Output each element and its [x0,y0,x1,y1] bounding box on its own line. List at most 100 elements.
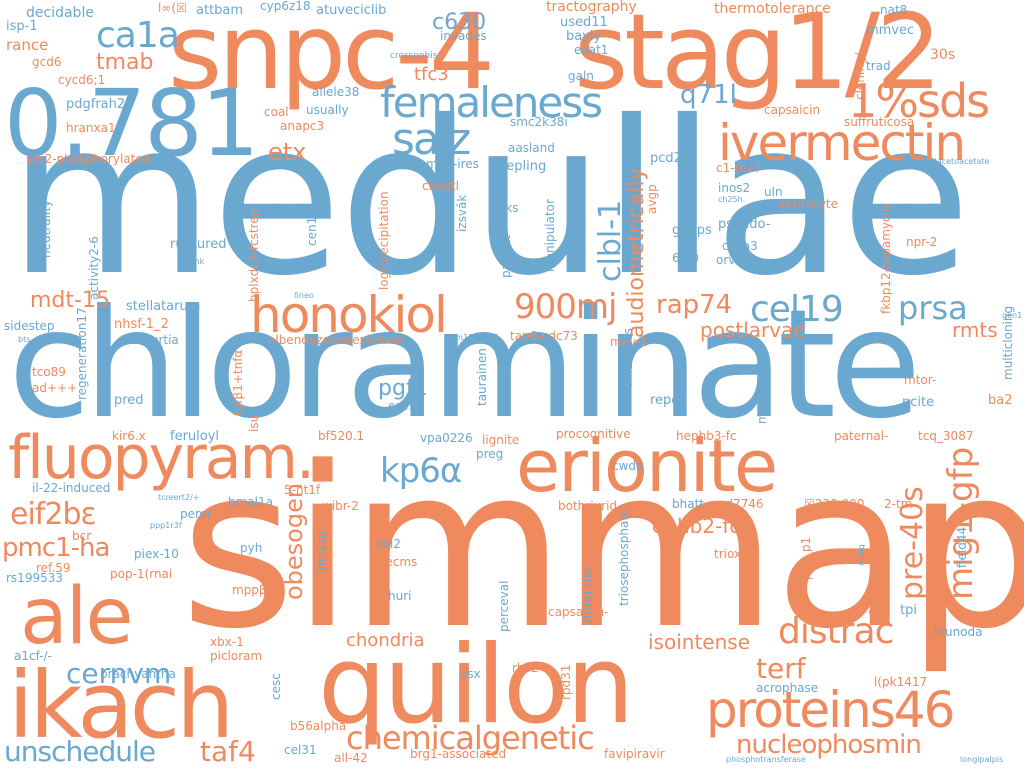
word-tap6-cdc73: tap6-cdc73 [510,329,578,343]
word-obesogen: obesogen [280,482,308,600]
word-rpd31: rpd31 [559,664,573,700]
word-proteins46: proteins46 [706,681,955,739]
word-allele38: allele38 [312,85,360,99]
word-ikach: ikach [8,652,234,759]
word-stag1-2: stag1/2 [574,0,942,113]
word-picloram: picloram [210,649,263,663]
word-fkbp12-rapamycin: fkbp12-rapamycin [879,204,893,314]
word-piex-10: piex-10 [134,547,179,561]
word-6-00: 6:00 [672,251,699,265]
word-ca1a: ca1a [96,15,180,56]
word-unschedule: unschedule [4,735,156,768]
word-bts: bts [18,335,31,344]
word-rance: rance [6,36,49,54]
word-mev-1: mev-1 [610,335,648,349]
word-npr-2: npr-2 [906,235,938,249]
word-used11: used11 [560,15,608,30]
word-chloraminate: chloraminate [8,278,921,452]
word-c1-m27: c1-m27 [716,161,762,175]
word-orvt: orvt [716,253,741,267]
word-ser2-phosphorylated: ser2-phosphorylated [26,152,151,166]
word-clbl-1: clbl-1 [593,199,628,282]
word-cyp6z18: cyp6z18 [260,0,311,13]
word-acrophase: acrophase [756,681,819,695]
word-coal: coal [264,105,289,119]
word-sidestep: sidestep [4,319,55,333]
word-inos2: inos2 [718,181,751,195]
word-ale: ale [20,572,133,662]
word-prsa: prsa [898,289,968,327]
word-pseudo: pseudo- [718,217,771,232]
word-900mj: 900mj [514,287,617,327]
word-cycd6-1: cycd6;1 [58,73,106,87]
word-triosephosphate: triosephosphate [617,508,631,606]
word-gsm1000563: gsm1000563 [446,333,499,342]
word-dn-4g1: δn-4g1 [867,573,881,616]
word-col2: col2 [376,537,401,551]
word-tractography: tractography [546,0,637,15]
word-regeneration17: regeneration17 [75,307,89,400]
word-tcreert2: tcreert2/+ [158,493,200,502]
word-favipiravir: favipiravir [604,747,665,761]
word-aks: aks [498,201,519,215]
word-pemr: pemr [180,507,212,521]
word-pop-1-rnai: pop-1(rnai [110,567,173,581]
word-chemicalgenetic: chemicalgenetic [346,719,595,757]
word-stellatarum: stellatarum [126,299,201,314]
word-tsunoda: tsunoda [934,625,983,639]
word-bf520-1: bf520.1 [318,429,365,443]
word-decidable: decidable [26,5,94,21]
word-isointense: isointense [648,630,750,654]
word-pdgfrah2b: pdgfrah2b [66,97,134,112]
word-perceval: perceval [497,580,511,632]
word-erionite: erionite [516,424,778,508]
word-kir6x: kir6.x [112,429,146,443]
word-smc2k38i: smc2k38i [510,115,568,129]
word-medullae: medullae [8,75,971,322]
word-ba2: ba2 [988,393,1013,408]
word-gh2ps: gh2ps [672,223,712,238]
word-tpi: tpi [900,603,917,618]
word-all-42: all-42 [334,751,368,765]
word-postlarvae: postlarvae [700,318,806,342]
word-230000: ☒230,000 [804,497,865,511]
word-esims: esims [388,399,423,413]
word-vpa0226: vpa0226 [420,431,473,445]
word-attbam: attbam [196,3,244,18]
word-honokiol: honokiol [250,286,448,344]
word-isu: isu [247,414,261,432]
word-2-tm: 2-tm [884,497,913,511]
word-aasland: aasland [508,141,555,155]
word-field44: field44 [955,526,969,568]
word-usually: usually [306,103,349,117]
word-mig1-gfp: mig1-gfp [941,446,981,600]
word-huri: huri [388,589,412,603]
word-log-precipitation: log(precipitation [377,191,391,290]
word-padgitt: padgitt [499,235,513,278]
word-cel31: cel31 [284,743,317,757]
word-tmab: tmab [96,50,154,75]
word-mdt-15: mdt-15 [30,288,110,313]
word-longipalpis: longipalpis [960,755,1004,764]
word-cdca3: cdca3 [722,239,758,253]
word-osx: osx [460,667,481,681]
word-hephb3-fc: hephb3-fc [676,429,737,443]
word-cnvqtl: cnvqtl [422,179,459,193]
word-bayly: bayly [566,29,602,44]
word-mmvec: mmvec [866,23,915,38]
word-bcr: bcr [72,529,92,543]
word-trad: trad [866,59,891,73]
word-30s: 30s [930,47,956,63]
word-lignite: lignite [482,433,520,447]
word-q71l: q71l [680,80,737,110]
word-repc: repc [650,393,679,408]
word-meloidogyne: meloidogyne [755,346,769,424]
word-multicloning: multicloning [1001,305,1015,380]
word-quilon: quilon [318,623,635,748]
word-c630: c630 [432,10,487,35]
word-paternal: paternal- [834,429,889,443]
word-pepling: pepling [498,159,547,174]
word-crossnobis: crossnobis [390,51,438,61]
word-brachyantha: brachyantha [100,667,176,681]
